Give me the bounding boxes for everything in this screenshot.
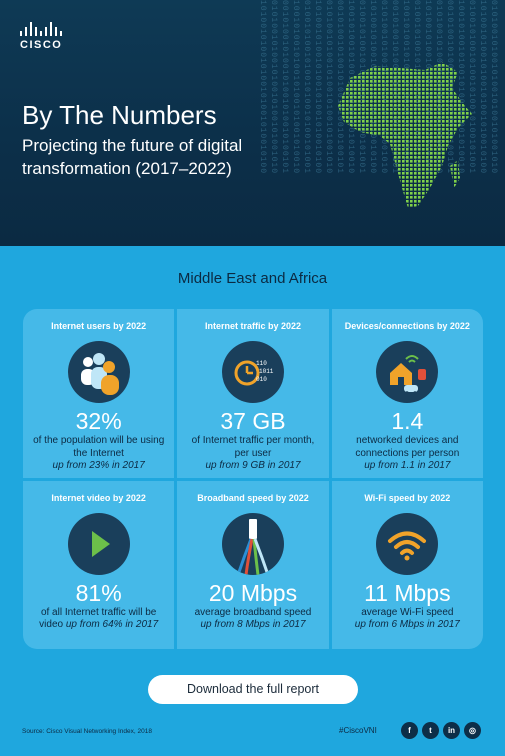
region-heading: Middle East and Africa (177, 270, 328, 287)
connected-home-icon (376, 341, 439, 403)
social-links: f t in ◎ (401, 722, 481, 739)
hero-banner: 101001010010100101001010010100 0101001010… (0, 0, 505, 246)
stat-card-internet-users: Internet users by 2022 32% of the popula… (23, 309, 175, 478)
stat-heading: Internet users by 2022 (51, 321, 147, 331)
stat-description: average broadband speed up from 8 Mbps in… (194, 606, 312, 631)
svg-text:110: 110 (256, 360, 267, 367)
binary-digits-decoration: 010010100101001010010100101001 (302, 0, 311, 175)
binary-digits-decoration: 010010100101001010010100101001 (467, 0, 476, 175)
svg-text:1011: 1011 (259, 368, 274, 375)
binary-digits-decoration: 100101001010010100101001010010 (456, 0, 465, 175)
stat-heading: Internet video by 2022 (51, 492, 146, 503)
stat-card-devices: Devices/connections by 2022 1.4 networke… (331, 309, 483, 478)
stat-value: 20 Mbps (208, 579, 298, 606)
stat-heading: Broadband speed by 2022 (197, 492, 309, 503)
binary-digits-decoration: 010100101001010010100101001010 (269, 0, 278, 175)
play-icon (67, 512, 130, 575)
source-citation: Source: Cisco Visual Networking Index, 2… (22, 728, 152, 735)
stat-value: 81% (75, 579, 122, 606)
cable-icon (221, 512, 284, 575)
binary-digits-decoration: 001010010100101001010010100101 (280, 0, 289, 175)
stats-grid: Internet users by 2022 32% of the popula… (23, 309, 483, 649)
stat-value: 37 GB (220, 408, 286, 434)
cisco-wordmark: CISCO (20, 39, 63, 51)
binary-digits-decoration: 101001010010100101001010010100 (313, 0, 322, 175)
stat-description: of the population will be using the Inte… (33, 435, 165, 471)
stat-card-internet-video: Internet video by 2022 81% of all Intern… (23, 480, 175, 649)
stat-heading: Devices/connections by 2022 (344, 321, 470, 331)
stat-card-wifi: Wi-Fi speed by 2022 11 Mbps average Wi-F… (331, 480, 483, 649)
hashtag: #CiscoVNI (339, 726, 377, 735)
stat-description: networked devices and connections per pe… (355, 435, 460, 471)
stat-value: 32% (75, 408, 122, 434)
stat-card-broadband: Broadband speed by 2022 20 Mbps average … (177, 480, 329, 649)
people-icon (67, 341, 130, 403)
download-report-button[interactable]: Download the full report (148, 675, 358, 704)
web-icon[interactable]: ◎ (464, 722, 481, 739)
linkedin-icon[interactable]: in (443, 722, 460, 739)
svg-text:010: 010 (256, 376, 267, 383)
stat-heading: Internet traffic by 2022 (204, 321, 302, 331)
binary-digits-decoration: 010100101001010010100101001010 (324, 0, 333, 175)
stat-description: of all Internet traffic will be video up… (39, 606, 159, 631)
cisco-bars-icon (20, 22, 80, 36)
stat-card-internet-traffic: Internet traffic by 2022 110 1011 010 37… (177, 309, 329, 478)
page-subtitle: Projecting the future of digital transfo… (22, 136, 243, 178)
stat-value: 1.4 (391, 408, 424, 434)
binary-digits-decoration: 101001010010100101001010010100 (478, 0, 487, 175)
twitter-icon[interactable]: t (422, 722, 439, 739)
clock-binary-icon: 110 1011 010 (221, 341, 284, 403)
stat-description: of Internet traffic per month, per user u… (191, 435, 315, 471)
stat-description: average Wi-Fi speed up from 6 Mbps in 201… (354, 606, 460, 631)
page-title: By The Numbers (22, 100, 217, 130)
wifi-icon (376, 512, 439, 575)
binary-digits-decoration: 101001010010100101001010010100 (258, 0, 267, 175)
africa-map-graphic (338, 62, 472, 208)
binary-digits-decoration: 100101001010010100101001010010 (291, 0, 300, 175)
binary-digits-decoration: 010100101001010010100101001010 (489, 0, 498, 175)
binary-digits-decoration: 001010010100101001010010100101 (335, 0, 344, 175)
stat-heading: Wi-Fi speed by 2022 (364, 492, 451, 503)
facebook-icon[interactable]: f (401, 722, 418, 739)
cisco-logo: CISCO (20, 22, 80, 54)
stat-value: 11 Mbps (364, 579, 451, 606)
